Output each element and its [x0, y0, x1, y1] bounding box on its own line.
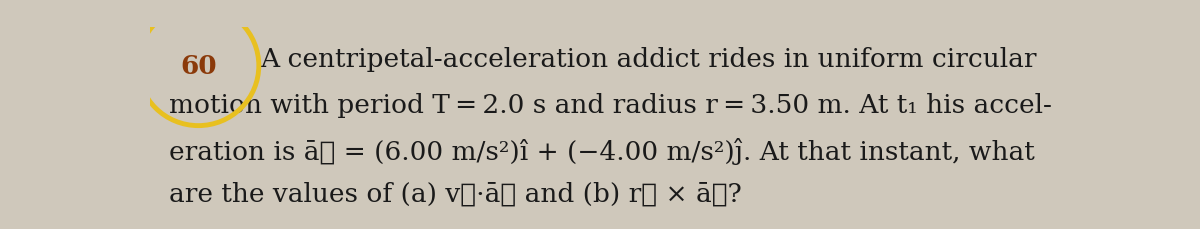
- Text: 60: 60: [180, 54, 217, 79]
- Text: are the values of (a) v⃗·ā⃗ and (b) r⃗ × ā⃗?: are the values of (a) v⃗·ā⃗ and (b) r⃗ ×…: [168, 181, 742, 206]
- Text: eration is ā⃗ = (6.00 m/s²)î + (−4.00 m/s²)ĵ. At that instant, what: eration is ā⃗ = (6.00 m/s²)î + (−4.00 m/…: [168, 137, 1034, 164]
- Text: motion with period T = 2.0 s and radius r = 3.50 m. At t₁ his accel-: motion with period T = 2.0 s and radius …: [168, 93, 1051, 117]
- Text: A centripetal-acceleration addict rides in uniform circular: A centripetal-acceleration addict rides …: [259, 47, 1037, 72]
